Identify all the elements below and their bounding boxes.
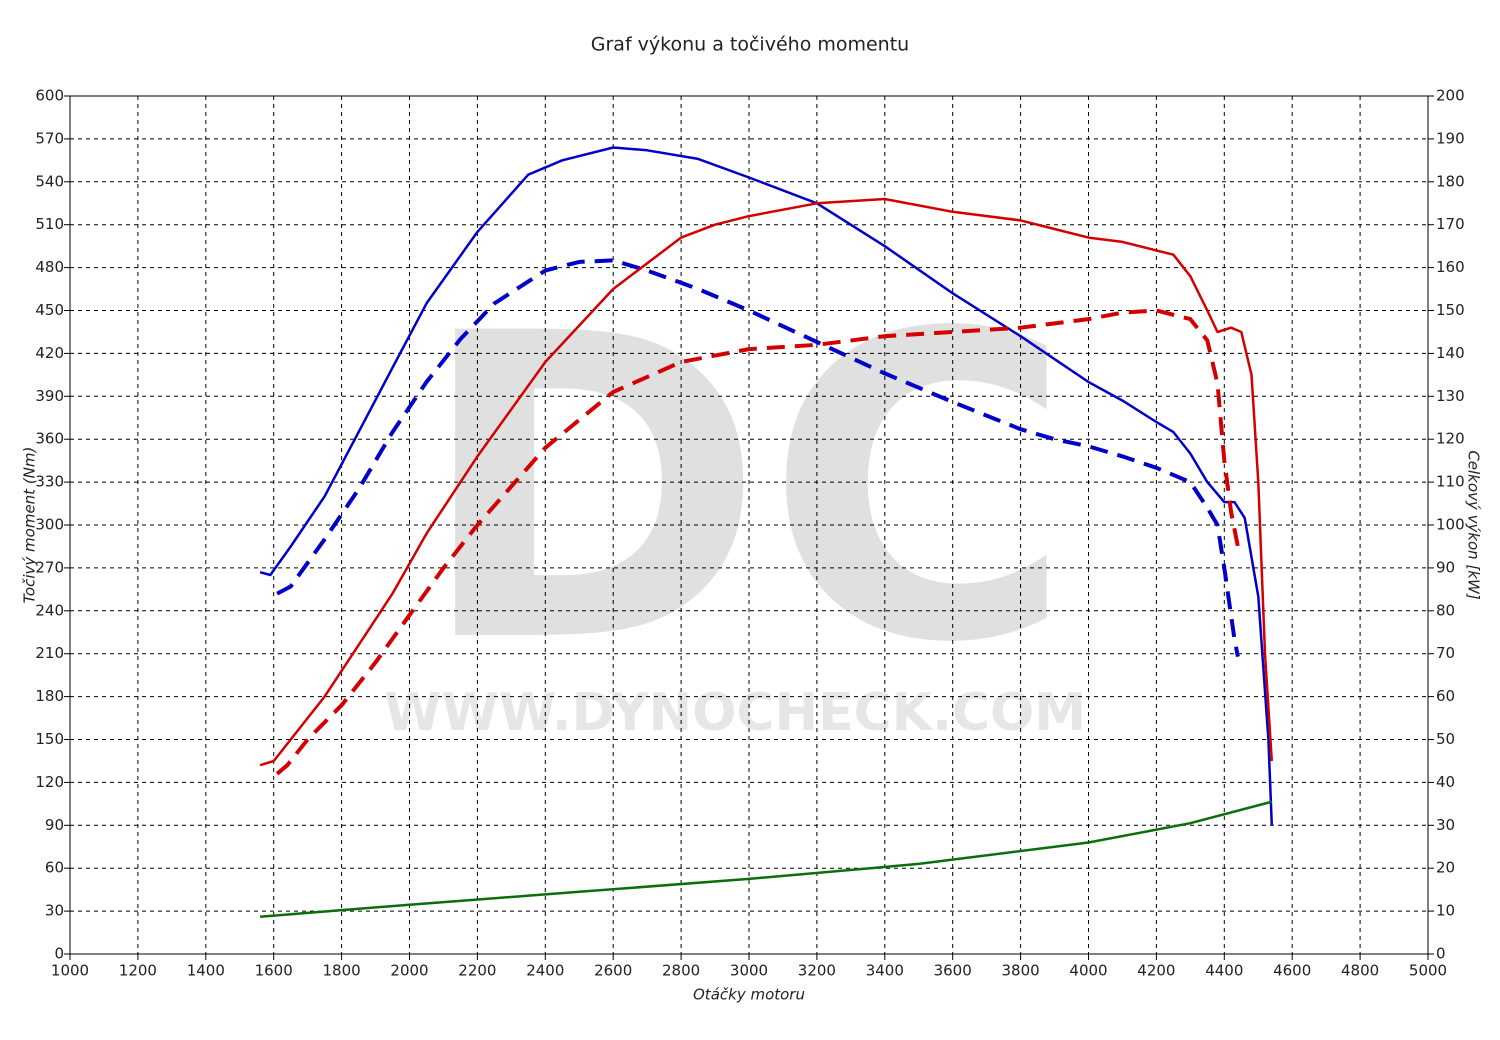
y-tick-label: 210 bbox=[35, 644, 64, 662]
y-tick-label: 330 bbox=[35, 473, 64, 491]
x-tick-label: 2600 bbox=[594, 962, 632, 980]
y2-tick-label: 190 bbox=[1436, 129, 1465, 147]
y-axis-title: Točivý moment (Nm) bbox=[21, 447, 39, 604]
y2-tick-label: 140 bbox=[1436, 344, 1465, 362]
x-tick-label: 2400 bbox=[526, 962, 564, 980]
x-tick-label: 4600 bbox=[1273, 962, 1311, 980]
y2-tick-label: 90 bbox=[1436, 558, 1455, 576]
x-tick-label: 1400 bbox=[187, 962, 225, 980]
y-tick-label: 390 bbox=[35, 387, 64, 405]
y2-tick-label: 10 bbox=[1436, 902, 1455, 920]
y-tick-label: 120 bbox=[35, 773, 64, 791]
x-tick-label: 1200 bbox=[119, 962, 157, 980]
x-tick-label: 4800 bbox=[1341, 962, 1379, 980]
x-tick-label: 1000 bbox=[51, 962, 89, 980]
y-tick-label: 300 bbox=[35, 516, 64, 534]
y2-tick-label: 50 bbox=[1436, 730, 1455, 748]
y2-tick-label: 180 bbox=[1436, 172, 1465, 190]
x-tick-label: 3600 bbox=[934, 962, 972, 980]
x-tick-label: 5000 bbox=[1409, 962, 1447, 980]
series-line bbox=[259, 197, 1274, 767]
x-tick-label: 2800 bbox=[662, 962, 700, 980]
series-line bbox=[259, 146, 1274, 826]
x-tick-label: 1800 bbox=[323, 962, 361, 980]
x-axis-title: Otáčky motoru bbox=[693, 986, 805, 1004]
x-tick-label: 4200 bbox=[1137, 962, 1175, 980]
y2-tick-label: 160 bbox=[1436, 258, 1465, 276]
watermark-logo: DC bbox=[417, 246, 1074, 735]
y-tick-label: 510 bbox=[35, 215, 64, 233]
y2-tick-label: 170 bbox=[1436, 215, 1465, 233]
x-tick-label: 3000 bbox=[730, 962, 768, 980]
x-tick-label: 1600 bbox=[255, 962, 293, 980]
y-tick-label: 570 bbox=[35, 129, 64, 147]
chart-title: Graf výkonu a točivého momentu bbox=[591, 34, 909, 56]
y2-tick-label: 0 bbox=[1436, 945, 1446, 963]
x-tick-label: 2000 bbox=[390, 962, 428, 980]
y-tick-label: 360 bbox=[35, 430, 64, 448]
y-tick-label: 450 bbox=[35, 301, 64, 319]
x-tick-label: 3800 bbox=[1002, 962, 1040, 980]
y2-tick-label: 30 bbox=[1436, 816, 1455, 834]
y-tick-label: 0 bbox=[54, 945, 64, 963]
y-tick-label: 30 bbox=[45, 902, 64, 920]
series-line bbox=[259, 800, 1273, 918]
x-tick-label: 3200 bbox=[798, 962, 836, 980]
y-tick-label: 90 bbox=[45, 816, 64, 834]
series-line bbox=[276, 258, 1240, 657]
y-tick-label: 150 bbox=[35, 730, 64, 748]
y2-tick-label: 110 bbox=[1436, 473, 1465, 491]
x-tick-label: 3400 bbox=[866, 962, 904, 980]
watermark-url: WWW.DYNOCHECK.COM bbox=[384, 683, 1086, 743]
y-tick-label: 420 bbox=[35, 344, 64, 362]
y-tick-label: 180 bbox=[35, 687, 64, 705]
y2-tick-label: 130 bbox=[1436, 387, 1465, 405]
y2-axis-title: Celkový výkon [kW] bbox=[1465, 450, 1483, 600]
y-tick-label: 60 bbox=[45, 859, 64, 877]
series-line bbox=[275, 308, 1240, 776]
y-tick-label: 600 bbox=[35, 87, 64, 105]
plot-border bbox=[69, 95, 1429, 955]
y2-tick-label: 80 bbox=[1436, 601, 1455, 619]
y2-tick-label: 120 bbox=[1436, 430, 1465, 448]
y-tick-label: 270 bbox=[35, 558, 64, 576]
y-tick-label: 540 bbox=[35, 172, 64, 190]
x-tick-label: 2200 bbox=[458, 962, 496, 980]
y2-tick-label: 200 bbox=[1436, 87, 1465, 105]
y2-tick-label: 100 bbox=[1436, 516, 1465, 534]
x-tick-label: 4000 bbox=[1069, 962, 1107, 980]
y2-tick-label: 150 bbox=[1436, 301, 1465, 319]
y-tick-label: 480 bbox=[35, 258, 64, 276]
y2-tick-label: 20 bbox=[1436, 859, 1455, 877]
y2-tick-label: 60 bbox=[1436, 687, 1455, 705]
x-tick-label: 4400 bbox=[1205, 962, 1243, 980]
y-tick-label: 240 bbox=[35, 601, 64, 619]
y2-tick-label: 40 bbox=[1436, 773, 1455, 791]
y2-tick-label: 70 bbox=[1436, 644, 1455, 662]
